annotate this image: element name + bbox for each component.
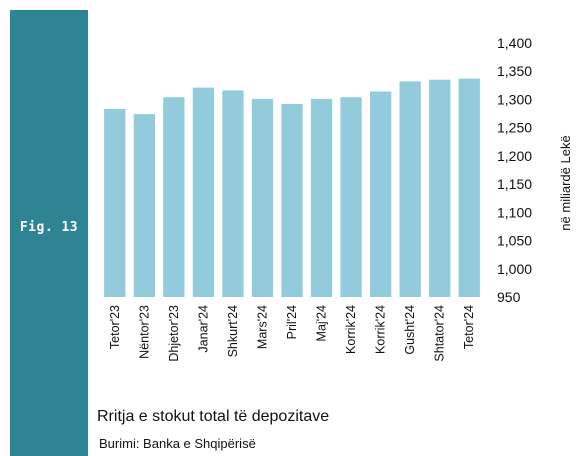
x-tick-label-10: Gusht'24	[403, 305, 417, 355]
x-tick-label-5: Mars'24	[256, 305, 270, 349]
bar-2	[163, 97, 185, 297]
bar-0	[104, 109, 126, 297]
bar-12	[458, 78, 480, 297]
figure-side-band	[10, 10, 88, 456]
x-tick-label-4: Shkurt'24	[226, 305, 240, 357]
y-tick-labels: 950 1,000 1,050 1,100 1,150 1,200 1,250 1,300 1,…	[497, 35, 532, 305]
bar-8	[340, 97, 362, 297]
y-tick-label-6: 1,250	[497, 120, 532, 136]
y-tick-label-4: 1,150	[497, 176, 532, 192]
bars-group	[104, 78, 480, 298]
bar-6	[281, 104, 303, 297]
x-tick-label-7: Maj'24	[315, 305, 329, 341]
bar-7	[310, 98, 333, 298]
bar-1	[133, 114, 155, 297]
x-tick-label-0: Tetor'23	[108, 305, 122, 349]
y-tick-label-0: 950	[497, 289, 521, 305]
bar-11	[429, 79, 451, 297]
x-tick-label-3: Janar'24	[196, 305, 210, 353]
y-tick-label-2: 1,050	[497, 233, 532, 249]
x-tick-label-9: Korrik'24	[374, 305, 388, 354]
x-tick-labels: Tetor'23 Nëntor'23 Dhjetor'23 Janar'24 Shkur…	[108, 305, 476, 362]
y-tick-label-1: 1,000	[497, 261, 532, 277]
y-tick-label-7: 1,300	[497, 91, 532, 107]
figure-label: Fig. 13	[19, 220, 79, 235]
x-tick-label-6: Pril'24	[285, 305, 299, 339]
bar-3	[192, 87, 215, 297]
x-tick-label-12: Tetor'24	[462, 305, 476, 349]
x-tick-label-1: Nëntor'23	[137, 305, 151, 359]
y-tick-label-3: 1,100	[497, 204, 532, 220]
bar-4	[222, 90, 244, 298]
chart-caption-title: Rritja e stokut total të depozitave	[97, 408, 330, 425]
bar-9	[370, 91, 392, 297]
y-axis-label: në miliardë Lekë	[558, 135, 573, 230]
x-tick-label-8: Korrik'24	[344, 305, 358, 354]
y-tick-label-8: 1,350	[497, 63, 532, 79]
deposit-stock-bar-chart: Tetor'23 Nëntor'23 Dhjetor'23 Janar'24 Shkur…	[104, 35, 573, 362]
x-tick-label-11: Shtator'24	[433, 305, 447, 362]
y-tick-label-9: 1,400	[497, 35, 532, 51]
chart-source: Burimi: Banka e Shqipërisë	[99, 436, 256, 451]
bar-10	[399, 81, 421, 298]
y-tick-label-5: 1,200	[497, 148, 532, 164]
bar-5	[251, 98, 274, 298]
x-tick-label-2: Dhjetor'23	[167, 305, 181, 362]
